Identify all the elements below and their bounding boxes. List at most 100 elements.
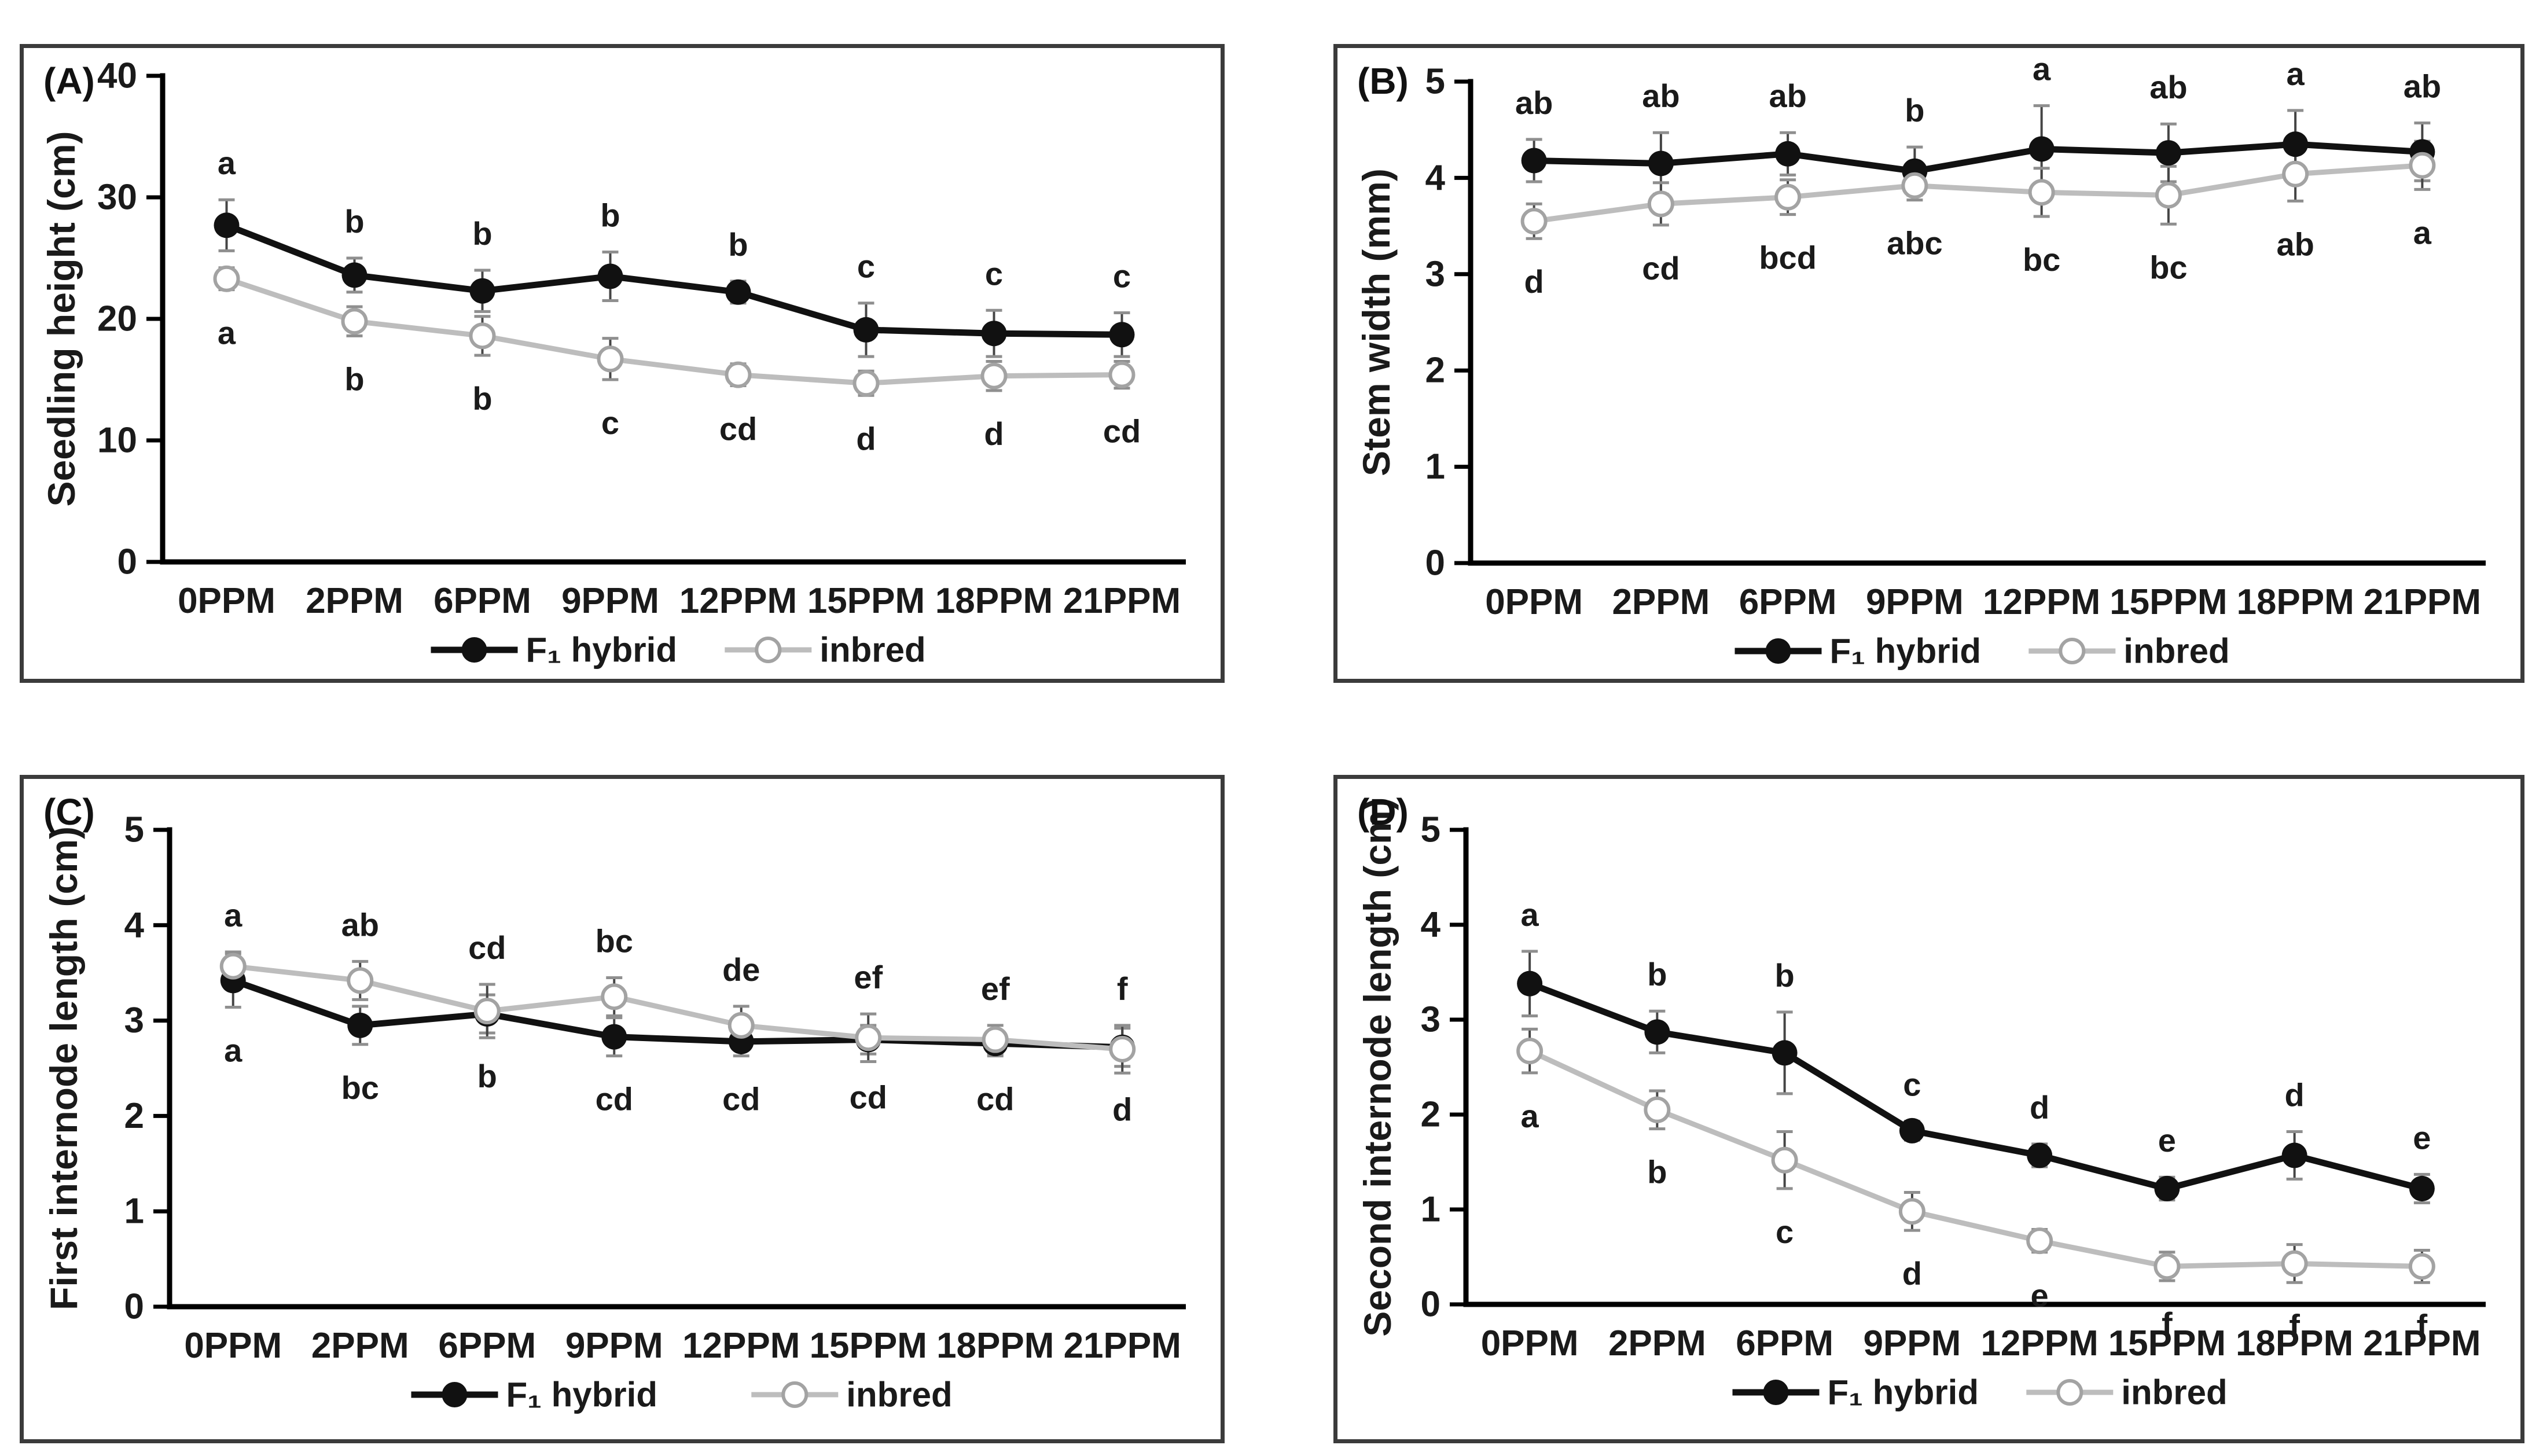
significance-letter: ab xyxy=(2276,226,2314,262)
data-point-inbred xyxy=(1520,208,1548,235)
significance-letter: e xyxy=(2031,1277,2049,1314)
data-point-hybrid xyxy=(2028,136,2055,162)
data-point-hybrid xyxy=(2154,1175,2180,1201)
significance-letter: cd xyxy=(850,1079,887,1115)
significance-letter: b xyxy=(1905,92,1924,128)
legend-label: inbred xyxy=(846,1376,952,1414)
significance-letter: b xyxy=(472,380,492,417)
significance-letter: ab xyxy=(1642,78,1680,114)
significance-letter: ef xyxy=(854,959,883,995)
data-point-inbred xyxy=(852,370,880,397)
panel-b-label: (B) xyxy=(1357,60,1409,102)
significance-letter: a xyxy=(224,1032,242,1069)
data-point-hybrid xyxy=(981,321,1007,347)
data-point-inbred xyxy=(2028,179,2055,206)
hybrid-line xyxy=(230,977,1126,1051)
data-point-inbred xyxy=(727,1012,755,1039)
x-tick-label: 6PPM xyxy=(1739,582,1837,622)
data-point-inbred xyxy=(1516,1038,1544,1065)
y-tick-label: 4 xyxy=(124,905,145,945)
data-point-inbred xyxy=(2026,1227,2053,1255)
data-point-inbred xyxy=(2281,1250,2308,1277)
significance-letter: bc xyxy=(2149,249,2187,285)
legend-marker-hybrid xyxy=(461,637,487,663)
legend-label: F₁ hybrid xyxy=(526,631,677,670)
y-tick-label: 4 xyxy=(1421,905,1441,945)
significance-letter: a xyxy=(1521,896,1539,933)
y-tick-label: 10 xyxy=(97,421,137,461)
x-tick-label: 0PPM xyxy=(184,1326,282,1366)
x-tick-label: 2PPM xyxy=(1612,582,1710,622)
data-point-inbred xyxy=(982,1026,1009,1053)
significance-letter: b xyxy=(1647,956,1667,992)
significance-letter: b xyxy=(1775,957,1795,994)
data-point-inbred xyxy=(1647,190,1674,218)
data-point-inbred xyxy=(2154,1253,2181,1280)
y-tick-label: 1 xyxy=(1421,1190,1440,1230)
data-point-hybrid xyxy=(597,263,623,289)
data-point-inbred xyxy=(597,345,624,373)
y-axis-title: Second internode length (cm) xyxy=(1356,797,1399,1336)
significance-letter: ab xyxy=(1769,78,1806,114)
x-tick-label: 6PPM xyxy=(438,1326,536,1366)
significance-letter: d xyxy=(856,420,876,457)
hybrid-line xyxy=(1526,980,2426,1192)
data-point-hybrid xyxy=(1772,1040,1798,1066)
data-point-hybrid xyxy=(853,317,879,343)
x-tick-label: 18PPM xyxy=(935,581,1053,621)
data-point-inbred xyxy=(1774,183,1802,211)
data-point-inbred xyxy=(601,983,628,1010)
significance-letter: ab xyxy=(1515,84,1553,121)
significance-letter: bcd xyxy=(1759,240,1817,276)
x-tick-label: 18PPM xyxy=(936,1326,1054,1366)
y-tick-label: 40 xyxy=(97,56,137,96)
significance-letter: cd xyxy=(719,411,757,447)
x-tick-label: 9PPM xyxy=(1863,1323,1961,1363)
data-point-inbred xyxy=(1898,1198,1925,1225)
x-tick-label: 12PPM xyxy=(1980,1323,2098,1363)
significance-letter: d xyxy=(2030,1089,2049,1126)
legend-marker-hybrid xyxy=(1763,1380,1789,1405)
y-tick-label: 2 xyxy=(1425,351,1445,391)
data-point-inbred xyxy=(347,967,374,994)
data-point-inbred xyxy=(1108,361,1135,388)
data-point-inbred xyxy=(469,322,496,350)
data-point-hybrid xyxy=(214,212,240,238)
x-tick-label: 6PPM xyxy=(1736,1323,1833,1363)
significance-letter: b xyxy=(1647,1154,1667,1190)
y-axis-title: Stem width (mm) xyxy=(1355,168,1398,476)
x-tick-label: 6PPM xyxy=(433,581,531,621)
x-tick-label: 2PPM xyxy=(311,1326,409,1366)
y-tick-label: 3 xyxy=(1425,254,1445,294)
data-point-inbred xyxy=(2155,182,2182,209)
data-point-hybrid xyxy=(1109,322,1135,348)
data-point-hybrid xyxy=(1521,148,1547,174)
y-tick-label: 0 xyxy=(124,1287,144,1327)
data-point-inbred xyxy=(2282,160,2309,187)
legend-label: F₁ hybrid xyxy=(506,1376,657,1414)
significance-letter: e xyxy=(2413,1119,2431,1156)
x-tick-label: 12PPM xyxy=(682,1326,800,1366)
legend-label: F₁ hybrid xyxy=(1828,1373,1979,1412)
data-point-inbred xyxy=(1771,1146,1798,1174)
significance-letter: b xyxy=(600,197,620,234)
x-tick-label: 15PPM xyxy=(807,581,925,621)
data-point-hybrid xyxy=(601,1024,627,1050)
significance-letter: cd xyxy=(596,1081,633,1117)
legend-marker-inbred xyxy=(781,1381,809,1408)
legend-label: inbred xyxy=(2123,632,2229,671)
data-point-hybrid xyxy=(1648,150,1674,177)
y-tick-label: 20 xyxy=(97,299,137,339)
y-tick-label: 5 xyxy=(1425,62,1445,102)
data-point-inbred xyxy=(473,998,501,1025)
significance-letter: de xyxy=(722,951,760,988)
y-tick-label: 2 xyxy=(124,1096,144,1136)
significance-letter: a xyxy=(2033,51,2051,87)
x-tick-label: 0PPM xyxy=(1481,1323,1579,1363)
panel-b: (B) Stem width (mm) 0 1 2 3 4 5 0PPM 2PPM 6PPM 9PP… xyxy=(1333,44,2524,683)
legend-label: F₁ hybrid xyxy=(1830,632,1981,671)
x-tick-label: 15PPM xyxy=(810,1326,927,1366)
panel-a-label: (A) xyxy=(43,60,95,102)
significance-letter: ab xyxy=(341,906,379,943)
legend-marker-inbred xyxy=(755,637,782,663)
